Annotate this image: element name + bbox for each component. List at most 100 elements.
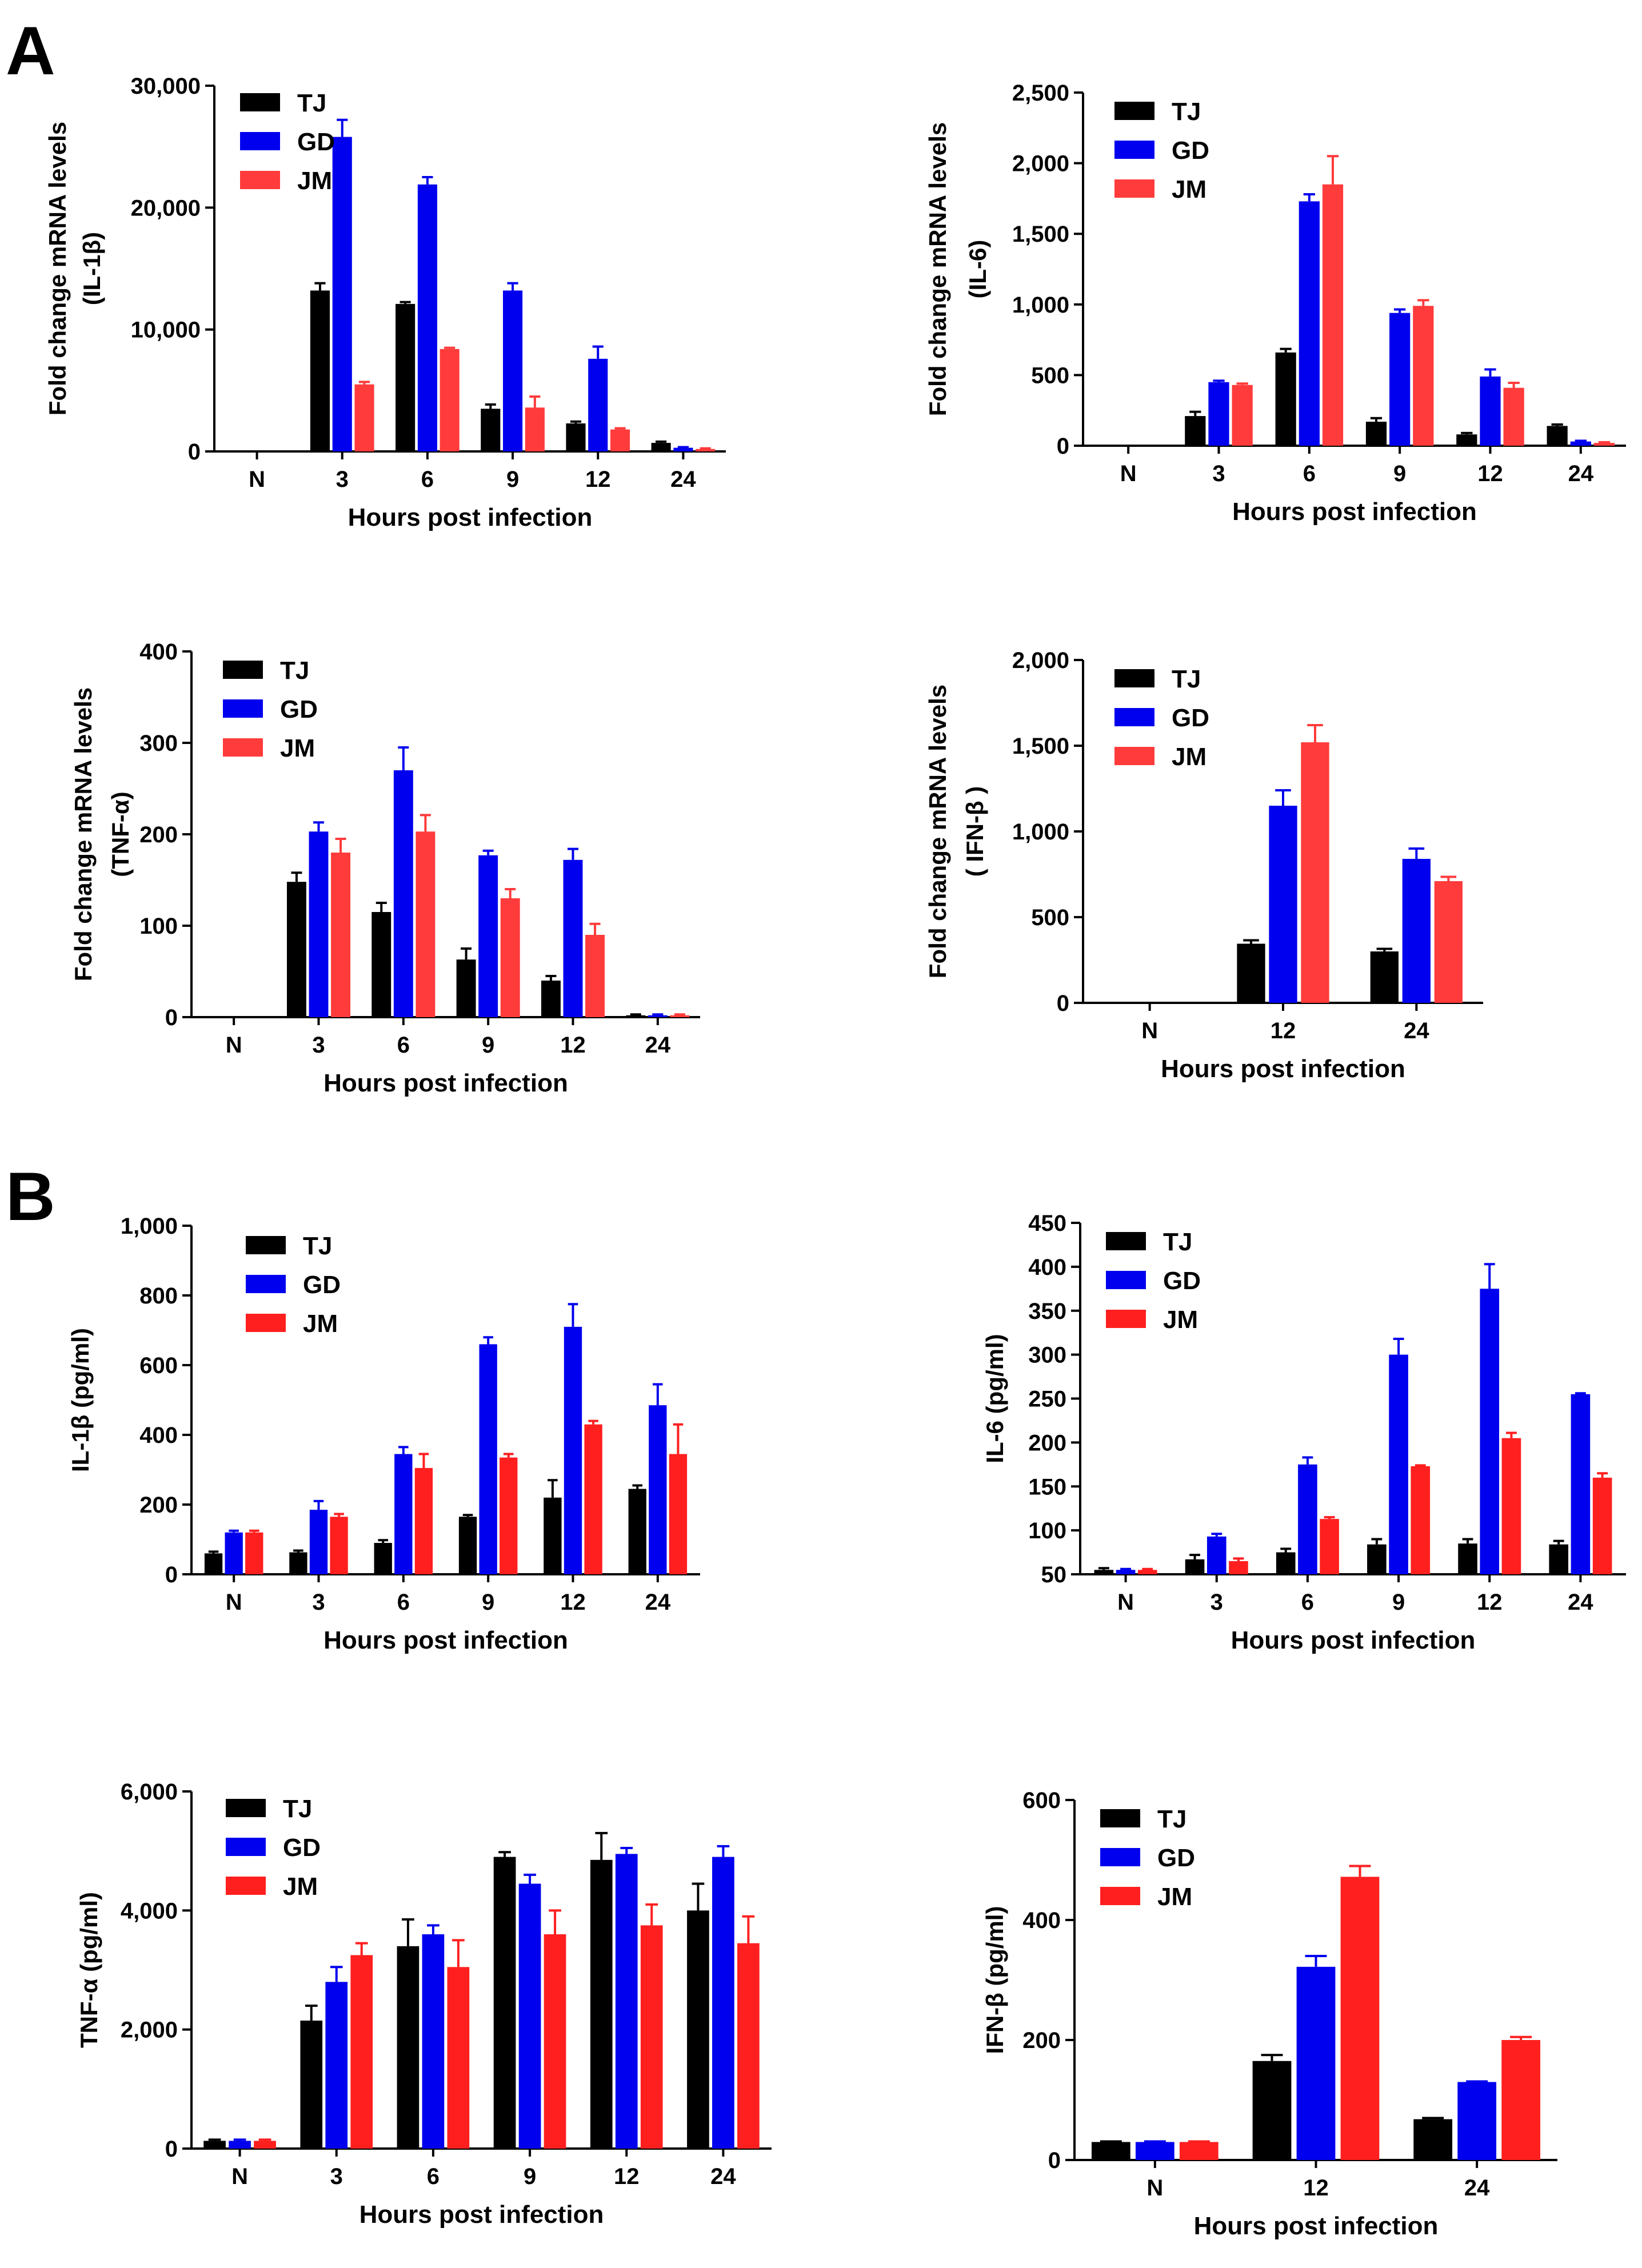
legend-label-JM: JM xyxy=(280,734,315,762)
bar-JM xyxy=(610,429,630,451)
x-tick-label: 12 xyxy=(560,1590,586,1615)
x-axis-title: Hours post infection xyxy=(1161,1055,1405,1083)
y-tick-label: 50 xyxy=(1041,1562,1067,1587)
y-tick-label: 400 xyxy=(139,639,178,665)
x-tick-label: 9 xyxy=(482,1033,494,1058)
legend-swatch-TJ xyxy=(223,661,263,679)
x-tick-label: 24 xyxy=(1404,1018,1429,1043)
bar-TJ xyxy=(1370,951,1399,1003)
x-tick-label: 6 xyxy=(421,467,434,492)
y-tick-label: 1,500 xyxy=(1012,222,1069,247)
bar-JM xyxy=(245,1532,263,1574)
x-tick-label: 24 xyxy=(645,1033,671,1058)
y-tick-label: 0 xyxy=(1057,991,1069,1016)
bar-GD xyxy=(1208,382,1229,446)
bar-GD xyxy=(479,1344,497,1574)
bar-JM xyxy=(1411,1466,1431,1574)
x-tick-label: 6 xyxy=(397,1033,410,1058)
y-tick-label: 1,000 xyxy=(121,1214,178,1239)
legend-swatch-GD xyxy=(1106,1271,1146,1289)
bar-JM xyxy=(1137,1570,1157,1574)
bar-GD xyxy=(1389,313,1411,446)
legend-swatch-GD xyxy=(246,1275,286,1293)
bar-GD xyxy=(393,770,413,1017)
y-tick-label: 0 xyxy=(165,1005,178,1030)
x-axis-title: Hours post infection xyxy=(348,503,593,531)
bar-TJ xyxy=(203,2141,226,2149)
y-tick-label: 600 xyxy=(139,1353,178,1378)
x-axis-title: Hours post infection xyxy=(1231,1626,1476,1654)
bar-GD xyxy=(1480,1289,1500,1574)
bar-JM xyxy=(1434,881,1463,1003)
y-tick-label: 30,000 xyxy=(131,74,201,99)
bar-GD xyxy=(229,2141,251,2149)
y-tick-label: 1,500 xyxy=(1012,734,1069,759)
x-tick-label: 3 xyxy=(312,1033,325,1058)
bar-JM xyxy=(1179,2142,1218,2160)
legend-label-JM: JM xyxy=(1172,743,1206,771)
legend-label-GD: GD xyxy=(1157,1844,1195,1872)
chart-7: 0 2,000 4,000 6,000 N 3 6 9 12 24 TJ GD JM Hours post… xyxy=(75,1779,772,2229)
bar-JM xyxy=(1301,742,1329,1003)
bar-GD xyxy=(673,447,693,451)
chart-2: 0 500 1,000 1,500 2,000 2,500 N 3 6 9 12 24 TJ GD JM Ho… xyxy=(924,81,1626,526)
x-tick-label: 24 xyxy=(1568,1590,1593,1615)
legend-swatch-GD xyxy=(1114,141,1154,159)
y-tick-label: 400 xyxy=(139,1423,178,1448)
bar-GD xyxy=(309,831,329,1017)
bar-GD xyxy=(1570,441,1591,446)
legend-label-JM: JM xyxy=(297,167,332,195)
bar-GD xyxy=(1457,2082,1497,2160)
bar-TJ xyxy=(1549,1544,1569,1574)
y-axis-title: (IL-6) xyxy=(964,240,991,299)
legend-swatch-JM xyxy=(1114,747,1154,765)
y-axis-title: TNF-α (pg/ml) xyxy=(75,1892,102,2048)
x-tick-label: N xyxy=(249,467,265,492)
y-tick-label: 200 xyxy=(139,1493,178,1518)
y-tick-label: 2,000 xyxy=(1012,151,1069,177)
bar-GD xyxy=(417,184,437,451)
bar-JM xyxy=(525,407,545,451)
bar-JM xyxy=(640,1925,663,2149)
bar-JM xyxy=(354,384,374,451)
legend-label-TJ: TJ xyxy=(280,657,309,685)
bar-TJ xyxy=(397,1946,420,2149)
bar-TJ xyxy=(300,2021,323,2149)
bar-GD xyxy=(563,859,583,1017)
x-tick-label: 9 xyxy=(524,2164,536,2189)
bar-GD xyxy=(332,137,352,452)
bar-JM xyxy=(350,1955,373,2149)
legend-label-GD: GD xyxy=(1172,137,1209,165)
bar-TJ xyxy=(651,443,671,451)
x-tick-label: 12 xyxy=(560,1033,586,1058)
legend-swatch-TJ xyxy=(226,1799,266,1817)
legend-swatch-GD xyxy=(1114,708,1154,726)
legend-swatch-TJ xyxy=(1100,1809,1140,1827)
y-tick-label: 2,000 xyxy=(121,2018,178,2043)
y-tick-label: 500 xyxy=(1031,363,1069,388)
legend-swatch-TJ xyxy=(1106,1232,1146,1250)
bar-JM xyxy=(1232,385,1253,446)
bar-GD xyxy=(712,1857,734,2149)
x-tick-label: 6 xyxy=(1301,1590,1314,1615)
y-tick-label: 6,000 xyxy=(121,1779,178,1805)
x-tick-label: 12 xyxy=(1477,1590,1503,1615)
x-tick-label: N xyxy=(226,1590,242,1615)
bar-TJ xyxy=(374,1543,392,1574)
bar-GD xyxy=(1571,1394,1591,1574)
bar-JM xyxy=(737,1943,760,2149)
panel-label-a: A xyxy=(6,13,55,89)
legend-label-JM: JM xyxy=(1157,1883,1192,1911)
y-tick-label: 0 xyxy=(188,439,201,465)
bar-TJ xyxy=(493,1857,516,2149)
bar-TJ xyxy=(1367,1544,1387,1574)
legend-swatch-JM xyxy=(246,1314,286,1332)
chart-5: 0 200 400 600 800 1,000 N 3 6 9 12 24 TJ GD JM Hours po… xyxy=(67,1214,700,1654)
x-axis-title: Hours post infection xyxy=(1232,498,1477,526)
bar-JM xyxy=(584,1424,602,1574)
y-tick-label: 250 xyxy=(1028,1387,1066,1412)
legend-swatch-GD xyxy=(240,132,280,150)
bar-TJ xyxy=(286,882,306,1017)
legend-swatch-TJ xyxy=(246,1236,286,1254)
y-tick-label: 300 xyxy=(1028,1343,1066,1368)
